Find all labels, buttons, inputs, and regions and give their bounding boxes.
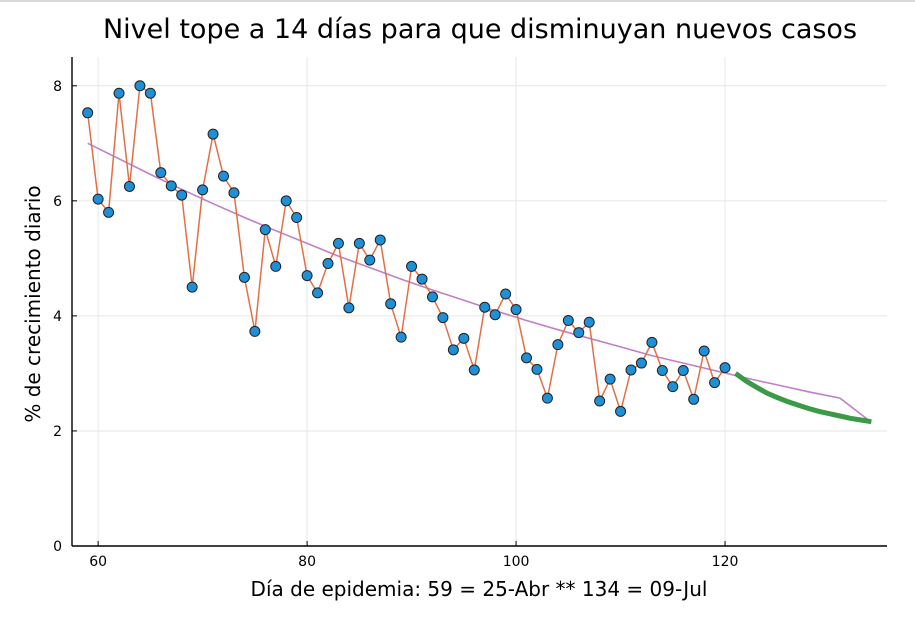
data-point bbox=[552, 339, 564, 351]
data-point bbox=[343, 302, 355, 314]
observed-line bbox=[86, 84, 726, 415]
data-point bbox=[510, 304, 522, 316]
data-point bbox=[364, 254, 376, 266]
data-point bbox=[625, 364, 637, 376]
x-tick-label: 120 bbox=[712, 554, 739, 570]
data-point bbox=[82, 107, 94, 119]
data-point bbox=[709, 377, 721, 389]
data-point bbox=[468, 364, 480, 376]
data-point bbox=[385, 298, 397, 310]
data-point bbox=[677, 365, 689, 377]
data-point bbox=[207, 128, 219, 140]
y-tick-label: 6 bbox=[53, 194, 62, 210]
data-point bbox=[573, 327, 585, 339]
data-point bbox=[635, 357, 647, 369]
data-point bbox=[113, 87, 125, 99]
data-point bbox=[228, 187, 240, 199]
data-point bbox=[280, 195, 292, 207]
data-point bbox=[583, 316, 595, 328]
data-point bbox=[186, 281, 198, 293]
data-point bbox=[249, 325, 261, 337]
data-point bbox=[531, 363, 543, 375]
data-point bbox=[176, 189, 188, 201]
data-point bbox=[562, 314, 574, 326]
data-point bbox=[698, 345, 710, 357]
data-point bbox=[646, 336, 658, 348]
data-point bbox=[447, 344, 459, 356]
data-point bbox=[667, 381, 679, 393]
data-point bbox=[719, 362, 731, 374]
y-tick-label: 4 bbox=[53, 309, 62, 325]
data-point bbox=[103, 206, 115, 218]
y-axis-label: % de crecimiento diario bbox=[21, 185, 45, 422]
projection-line bbox=[734, 371, 872, 425]
y-tick-label: 2 bbox=[53, 424, 62, 440]
data-point bbox=[541, 392, 553, 404]
data-point bbox=[615, 405, 627, 417]
data-point bbox=[479, 301, 491, 313]
x-tick-label: 80 bbox=[298, 554, 316, 570]
data-point bbox=[406, 260, 418, 272]
data-point bbox=[656, 365, 668, 377]
data-point bbox=[123, 180, 135, 192]
data-point bbox=[489, 309, 501, 321]
data-point bbox=[259, 224, 271, 236]
data-point bbox=[353, 237, 365, 249]
data-point bbox=[604, 373, 616, 385]
x-axis-label: Día de epidemia: 59 = 25-Abr ** 134 = 09… bbox=[251, 577, 708, 601]
data-point bbox=[218, 170, 230, 182]
x-tick-label: 60 bbox=[89, 554, 107, 570]
chart-title: Nivel tope a 14 días para que disminuyan… bbox=[103, 14, 857, 45]
data-point bbox=[291, 212, 303, 224]
data-point bbox=[332, 237, 344, 249]
x-tick-label: 100 bbox=[503, 554, 530, 570]
observed-series bbox=[82, 80, 731, 417]
data-point bbox=[437, 312, 449, 324]
grid bbox=[72, 57, 887, 547]
data-point bbox=[594, 395, 606, 407]
data-point bbox=[134, 80, 146, 92]
data-point bbox=[458, 332, 470, 344]
data-point bbox=[374, 234, 386, 246]
y-tick-label: 8 bbox=[53, 79, 62, 95]
data-point bbox=[395, 331, 407, 343]
data-point bbox=[197, 184, 209, 196]
data-point bbox=[270, 260, 282, 272]
data-point bbox=[165, 180, 177, 192]
data-point bbox=[144, 87, 156, 99]
data-point bbox=[688, 393, 700, 405]
data-point bbox=[521, 352, 533, 364]
data-point bbox=[500, 288, 512, 300]
data-point bbox=[301, 270, 313, 282]
data-point bbox=[312, 287, 324, 299]
data-point bbox=[426, 291, 438, 303]
data-point bbox=[92, 193, 104, 205]
data-point bbox=[238, 271, 250, 283]
y-tick-label: 0 bbox=[53, 539, 62, 555]
axes: 60 80 100 120 0 2 4 6 8 bbox=[53, 57, 887, 570]
data-point bbox=[155, 167, 167, 179]
data-point bbox=[322, 258, 334, 270]
data-point bbox=[416, 273, 428, 285]
projection-series bbox=[734, 371, 872, 425]
